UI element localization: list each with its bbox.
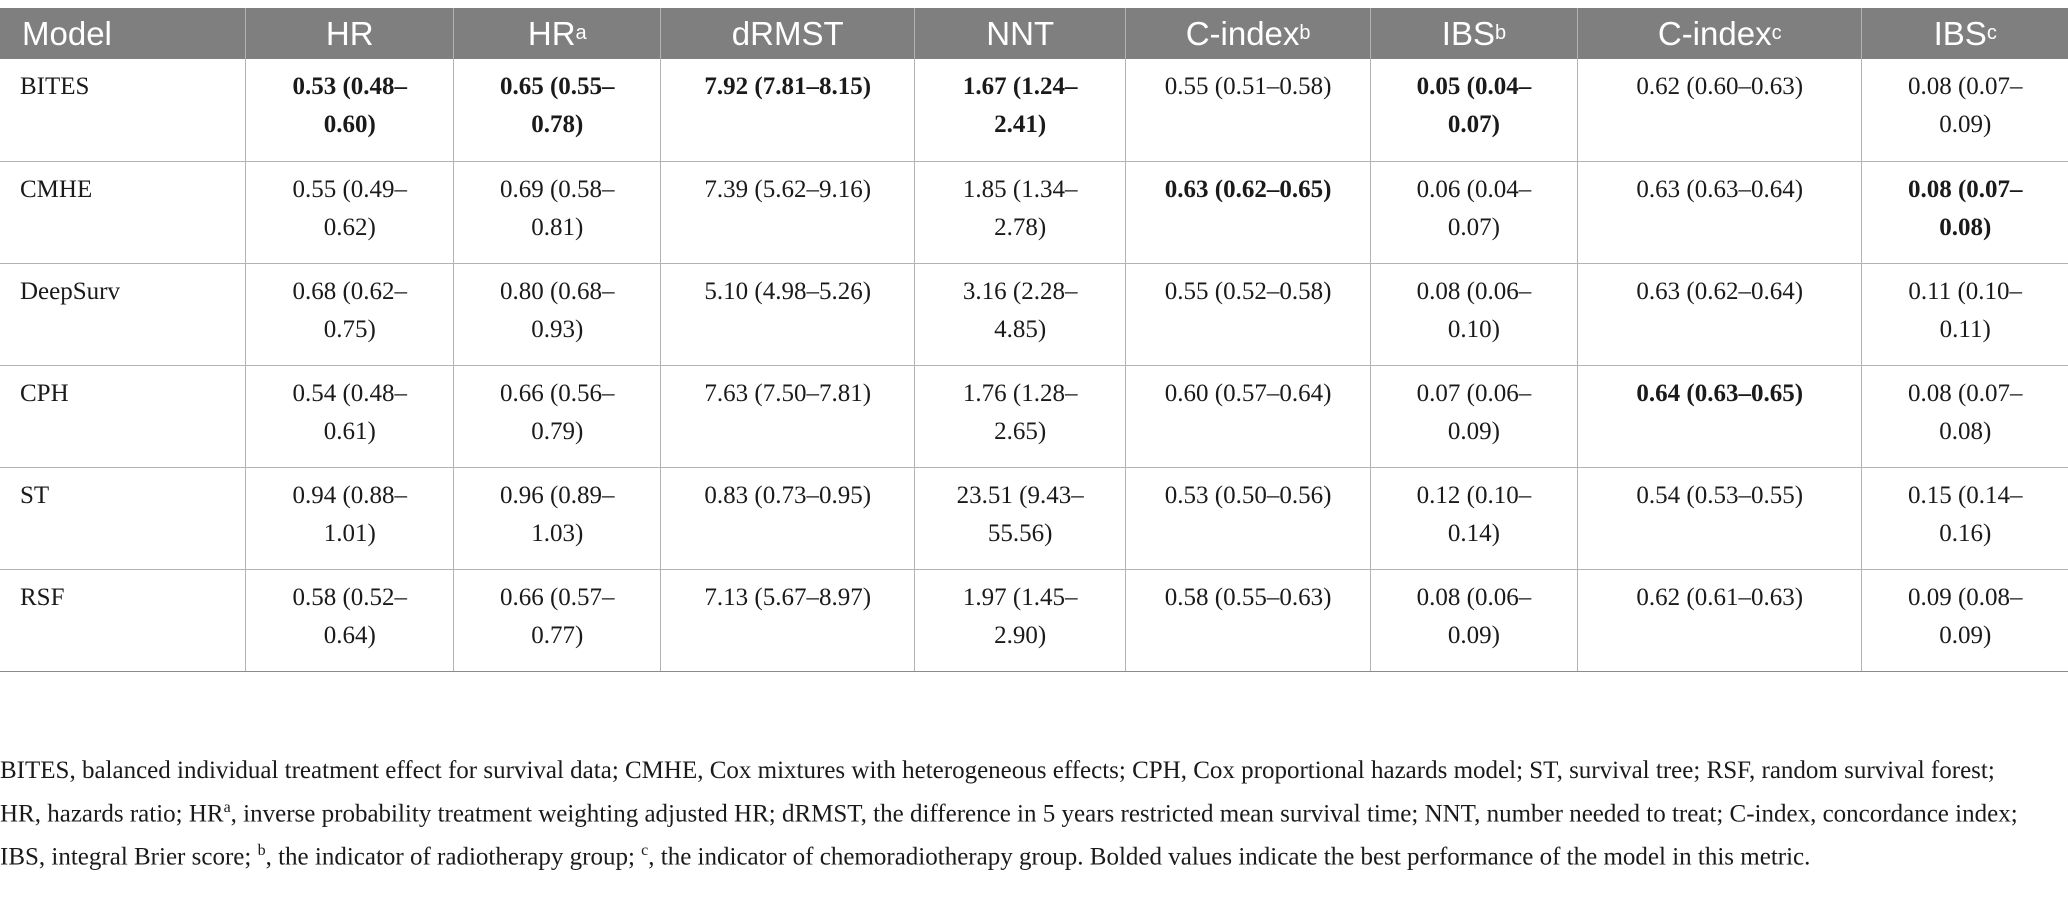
- model-name-cell: CPH: [0, 365, 246, 468]
- model-name-cell: CMHE: [0, 161, 246, 264]
- column-header-label: dRMST: [731, 14, 844, 52]
- metric-cell: 0.58 (0.52–0.64): [245, 569, 454, 672]
- metric-cell: 0.08 (0.07–0.08): [1861, 365, 2068, 468]
- column-header-superscript: a: [575, 21, 587, 44]
- metric-cell: 0.08 (0.06–0.09): [1369, 569, 1578, 672]
- metric-cell: 5.10 (4.98–5.26): [660, 263, 915, 366]
- metric-cell: 0.64 (0.63–0.65): [1576, 365, 1862, 468]
- metric-cell: 0.63 (0.63–0.64): [1576, 161, 1862, 264]
- footnote-text: , inverse probability treatment weightin…: [0, 800, 2018, 871]
- metric-cell: 0.11 (0.10–0.11): [1861, 263, 2068, 366]
- metric-cell: 0.55 (0.51–0.58): [1125, 59, 1371, 162]
- results-table: Model HR HRa dRMST NNT C-indexb IBSb C-indexc IB…: [0, 8, 2068, 672]
- metric-cell: 0.55 (0.52–0.58): [1125, 263, 1371, 366]
- column-header: dRMST: [660, 8, 915, 59]
- column-header: NNT: [914, 8, 1126, 59]
- metric-cell: 7.63 (7.50–7.81): [660, 365, 915, 468]
- metric-cell: 1.67 (1.24–2.41): [914, 59, 1126, 162]
- metric-cell: 0.66 (0.57–0.77): [453, 569, 661, 672]
- footnote-superscript: a: [223, 799, 231, 816]
- metric-cell: 0.15 (0.14–0.16): [1861, 467, 2068, 570]
- column-header-label: IBS: [1933, 14, 1987, 52]
- column-header: HR: [245, 8, 454, 59]
- metric-cell: 7.13 (5.67–8.97): [660, 569, 915, 672]
- column-header-label: C-index: [1657, 14, 1772, 52]
- metric-cell: 0.12 (0.10–0.14): [1369, 467, 1578, 570]
- metric-cell: 23.51 (9.43–55.56): [914, 467, 1126, 570]
- metric-cell: 0.58 (0.55–0.63): [1125, 569, 1371, 672]
- metric-cell: 0.55 (0.49–0.62): [245, 161, 454, 264]
- metric-cell: 0.07 (0.06–0.09): [1369, 365, 1578, 468]
- column-header-label: C-index: [1185, 14, 1300, 52]
- column-header: C-indexc: [1576, 8, 1862, 59]
- metric-cell: 0.96 (0.89–1.03): [453, 467, 661, 570]
- column-header: HRa: [453, 8, 661, 59]
- metric-cell: 0.08 (0.06–0.10): [1369, 263, 1578, 366]
- column-header: C-indexb: [1125, 8, 1371, 59]
- metric-cell: 0.62 (0.61–0.63): [1576, 569, 1862, 672]
- column-header-superscript: c: [1986, 21, 1997, 44]
- column-header-superscript: c: [1771, 21, 1782, 44]
- metric-cell: 0.66 (0.56–0.79): [453, 365, 661, 468]
- metric-cell: 0.54 (0.48–0.61): [245, 365, 454, 468]
- model-name-cell: RSF: [0, 569, 246, 672]
- metric-cell: 1.76 (1.28–2.65): [914, 365, 1126, 468]
- column-header-superscript: b: [1495, 21, 1507, 44]
- metric-cell: 0.60 (0.57–0.64): [1125, 365, 1371, 468]
- table-row: CPH 0.54 (0.48–0.61) 0.66 (0.56–0.79) 7.63 …: [0, 365, 2068, 468]
- metric-cell: 3.16 (2.28–4.85): [914, 263, 1126, 366]
- column-header-label: HR: [527, 14, 576, 52]
- model-name-cell: DeepSurv: [0, 263, 246, 366]
- column-header-label: Model: [22, 14, 112, 52]
- metric-cell: 0.69 (0.58–0.81): [453, 161, 661, 264]
- model-name-cell: BITES: [0, 59, 246, 162]
- metric-cell: 0.08 (0.07–0.08): [1861, 161, 2068, 264]
- footnote-superscript: b: [257, 842, 266, 860]
- model-name-cell: ST: [0, 467, 246, 570]
- column-header-label: NNT: [986, 14, 1055, 52]
- metric-cell: 1.85 (1.34–2.78): [914, 161, 1126, 264]
- metric-cell: 0.06 (0.04–0.07): [1369, 161, 1578, 264]
- column-header: IBSb: [1369, 8, 1578, 59]
- metric-cell: 0.65 (0.55–0.78): [453, 59, 661, 162]
- metric-cell: 0.63 (0.62–0.64): [1576, 263, 1862, 366]
- column-header-superscript: b: [1299, 21, 1311, 44]
- table-body: BITES 0.53 (0.48–0.60) 0.65 (0.55–0.78) 7.9…: [0, 59, 2068, 672]
- metric-cell: 7.39 (5.62–9.16): [660, 161, 915, 264]
- footnote-text: , the indicator of chemoradiotherapy gro…: [648, 843, 1811, 871]
- metric-cell: 1.97 (1.45–2.90): [914, 569, 1126, 672]
- metric-cell: 0.09 (0.08–0.09): [1861, 569, 2068, 672]
- table-footnote: BITES, balanced individual treatment eff…: [0, 752, 2040, 876]
- footnote-text: BITES, balanced individual treatment eff…: [0, 757, 1995, 828]
- table-container: Model HR HRa dRMST NNT C-indexb IBSb C-indexc IB…: [0, 8, 2068, 672]
- column-header: IBSc: [1861, 8, 2068, 59]
- metric-cell: 0.63 (0.62–0.65): [1125, 161, 1371, 264]
- metric-cell: 0.05 (0.04–0.07): [1369, 59, 1578, 162]
- metric-cell: 0.68 (0.62–0.75): [245, 263, 454, 366]
- footnote-text: , the indicator of radiotherapy group;: [265, 843, 642, 871]
- metric-cell: 7.92 (7.81–8.15): [660, 59, 915, 162]
- table-row: ST 0.94 (0.88–1.01) 0.96 (0.89–1.03) 0.83 (…: [0, 467, 2068, 570]
- metric-cell: 0.54 (0.53–0.55): [1576, 467, 1862, 570]
- table-row: DeepSurv 0.68 (0.62–0.75) 0.80 (0.68–0.93)…: [0, 263, 2068, 366]
- metric-cell: 0.62 (0.60–0.63): [1576, 59, 1862, 162]
- metric-cell: 0.83 (0.73–0.95): [660, 467, 915, 570]
- column-header-label: IBS: [1441, 14, 1495, 52]
- metric-cell: 0.53 (0.50–0.56): [1125, 467, 1371, 570]
- metric-cell: 0.80 (0.68–0.93): [453, 263, 661, 366]
- footnote-superscript: c: [641, 842, 649, 860]
- table-header-row: Model HR HRa dRMST NNT C-indexb IBSb C-indexc IB…: [0, 8, 2068, 59]
- table-row: BITES 0.53 (0.48–0.60) 0.65 (0.55–0.78) 7.9…: [0, 59, 2068, 162]
- table-row: RSF 0.58 (0.52–0.64) 0.66 (0.57–0.77) 7.13 …: [0, 569, 2068, 672]
- column-header-label: HR: [325, 14, 374, 52]
- metric-cell: 0.08 (0.07–0.09): [1861, 59, 2068, 162]
- metric-cell: 0.53 (0.48–0.60): [245, 59, 454, 162]
- column-header: Model: [0, 8, 246, 59]
- metric-cell: 0.94 (0.88–1.01): [245, 467, 454, 570]
- table-row: CMHE 0.55 (0.49–0.62) 0.69 (0.58–0.81) 7.39…: [0, 161, 2068, 264]
